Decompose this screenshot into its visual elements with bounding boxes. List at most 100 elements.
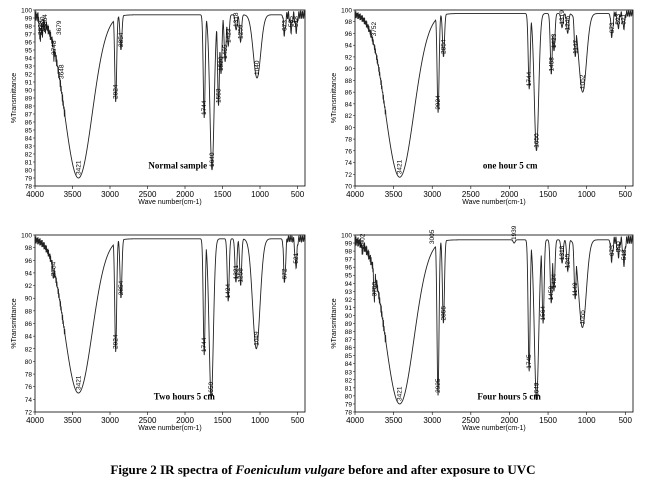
y-tick-label: 92: [345, 54, 353, 61]
y-tick-label: 90: [345, 313, 353, 320]
y-tick-label: 100: [21, 233, 32, 240]
x-tick-label: 2500: [462, 416, 480, 425]
y-tick-label: 82: [345, 113, 353, 120]
x-tick-label: 3500: [385, 190, 403, 199]
panel-annotation: one hour 5 cm: [483, 160, 538, 170]
y-tick-label: 99: [25, 16, 33, 23]
x-tick-label: 500: [619, 190, 633, 199]
spectrum-line: [354, 9, 634, 178]
y-tick-label: 91: [25, 80, 33, 87]
y-tick-label: 79: [345, 401, 353, 408]
x-tick-label: 2000: [501, 190, 519, 199]
peak-label: 673: [609, 22, 616, 33]
y-tick-label: 93: [25, 64, 33, 71]
peak-label: 1319: [559, 10, 566, 25]
y-tick-label: 99: [345, 241, 353, 248]
x-tick-label: 3000: [423, 416, 441, 425]
peak-label: 1649: [534, 382, 541, 397]
y-tick-label: 97: [25, 32, 33, 39]
x-tick-label: 500: [291, 190, 305, 199]
y-tick-label: 91: [345, 305, 353, 312]
y-tick-label: 76: [25, 384, 33, 391]
y-tick-label: 96: [25, 40, 33, 47]
y-tick-label: 87: [25, 112, 33, 119]
x-tick-label: 1000: [578, 416, 596, 425]
y-tick-label: 88: [25, 308, 33, 315]
peak-label: 1423: [551, 33, 558, 48]
x-tick-label: 2500: [139, 190, 157, 199]
y-tick-label: 84: [25, 136, 33, 143]
y-tick-label: 78: [25, 184, 33, 191]
peak-label: 585: [288, 16, 295, 27]
x-tick-label: 4000: [26, 190, 44, 199]
panel-annotation: Four hours 5 cm: [477, 392, 541, 402]
x-tick-label: 2000: [501, 416, 519, 425]
y-tick-label: 86: [25, 120, 33, 127]
peak-label: 3421: [397, 386, 404, 401]
y-axis-label: %Transmittance: [11, 73, 18, 123]
plot-frame: [354, 234, 634, 413]
peak-label: 1424: [225, 284, 232, 299]
peak-label: 2854: [118, 280, 125, 295]
x-axis-label: Wave number(cm-1): [462, 199, 526, 206]
y-tick-label: 80: [25, 168, 33, 175]
peak-label: 1459: [548, 286, 555, 301]
x-axis-label: Wave number(cm-1): [138, 425, 202, 432]
y-tick-label: 87: [345, 337, 353, 344]
y-tick-label: 86: [25, 321, 33, 328]
y-tick-label: 78: [345, 137, 353, 144]
ir-spectra-charts: 4000 3500 3000 2500 2000 1500 1000 500787980818…: [11, 8, 634, 432]
y-tick-label: 86: [345, 90, 353, 97]
chart-panel-2: 4000 3500 3000 2500 2000 1500 1000 500 70 72 74 76 7…: [331, 8, 634, 206]
x-tick-label: 2500: [462, 190, 480, 199]
y-tick-label: 96: [345, 31, 353, 38]
peak-label: 3750: [371, 282, 378, 297]
peak-label: 3902: [360, 233, 367, 248]
peak-label: 1650: [208, 382, 215, 397]
chart-panel-3: 4000 3500 3000 2500 2000 1500 1000 500 72 74 76 78 8…: [11, 233, 306, 432]
x-tick-label: 3500: [64, 416, 82, 425]
y-tick-label: 92: [25, 283, 33, 290]
y-tick-label: 83: [345, 369, 353, 376]
peak-label: 3421: [397, 159, 404, 174]
x-tick-label: 500: [291, 416, 305, 425]
peak-label: 3421: [75, 375, 82, 390]
peak-label: 1564: [540, 306, 547, 321]
y-tick-label: 90: [345, 66, 353, 73]
y-tick-label: 76: [345, 148, 353, 155]
peak-label: 1245: [565, 253, 572, 268]
peak-label: 1321: [233, 265, 240, 280]
y-tick-label: 84: [25, 334, 33, 341]
x-axis-label: Wave number(cm-1): [462, 425, 526, 432]
peak-label: 1258: [238, 268, 245, 283]
x-tick-label: 1000: [251, 416, 269, 425]
peak-label: 672: [282, 268, 289, 279]
y-tick-label: 100: [341, 233, 352, 240]
peak-label: 675: [609, 245, 616, 256]
chart-panel-4: 4000 3500 3000 2500 2000 1500 1000 500787980818…: [331, 225, 634, 432]
peak-label: 1458: [548, 57, 555, 72]
y-tick-label: 88: [345, 78, 353, 85]
peak-label: 1246: [565, 16, 572, 31]
x-tick-label: 1500: [214, 416, 232, 425]
panel-annotation: Normal sample: [148, 160, 207, 170]
peak-label: 3648: [58, 64, 65, 79]
y-tick-label: 90: [25, 296, 33, 303]
y-tick-label: 94: [25, 270, 33, 277]
y-tick-label: 93: [345, 289, 353, 296]
peak-label: 521: [621, 13, 628, 24]
y-tick-label: 96: [25, 258, 33, 265]
peak-label: 1049: [253, 331, 260, 346]
y-tick-label: 82: [25, 346, 33, 353]
peak-label: 1939: [511, 225, 518, 240]
peak-label: 1040: [254, 60, 261, 75]
peak-label: 2924: [435, 95, 442, 110]
y-tick-label: 86: [345, 345, 353, 352]
spectrum-line: [34, 10, 306, 179]
peak-label: 1423: [225, 28, 232, 43]
peak-label: 3900: [40, 16, 47, 31]
peak-label: 1147: [572, 40, 579, 54]
peak-label: 1744: [201, 337, 208, 352]
y-tick-label: 80: [25, 359, 33, 366]
y-tick-label: 78: [25, 372, 33, 379]
